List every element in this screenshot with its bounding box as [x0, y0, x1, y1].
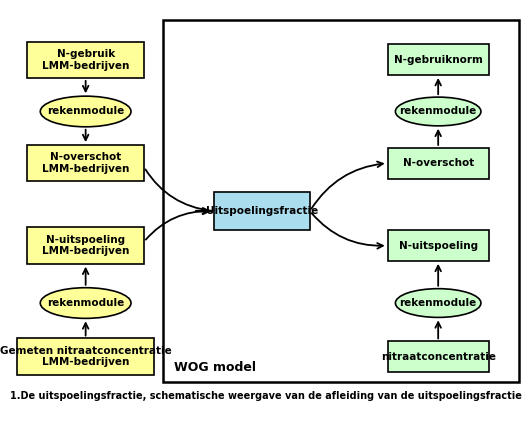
FancyBboxPatch shape	[388, 341, 489, 372]
Text: N-gebruiknorm: N-gebruiknorm	[394, 55, 482, 65]
Text: Uitspoelingsfractie: Uitspoelingsfractie	[206, 206, 318, 216]
Text: N-overschot
LMM-bedrijven: N-overschot LMM-bedrijven	[42, 152, 129, 174]
FancyBboxPatch shape	[388, 148, 489, 179]
Text: rekenmodule: rekenmodule	[399, 298, 477, 308]
Text: nitraatconcentratie: nitraatconcentratie	[381, 352, 496, 362]
Text: N-uitspoeling
LMM-bedrijven: N-uitspoeling LMM-bedrijven	[42, 235, 129, 256]
Text: rekenmodule: rekenmodule	[47, 107, 124, 117]
Text: 1.De uitspoelingsfractie, schematische weergave van de afleiding van de uitspoel: 1.De uitspoelingsfractie, schematische w…	[11, 391, 522, 401]
Text: rekenmodule: rekenmodule	[47, 298, 124, 308]
FancyBboxPatch shape	[17, 338, 154, 375]
Text: N-overschot: N-overschot	[403, 158, 474, 168]
FancyBboxPatch shape	[28, 42, 144, 78]
Ellipse shape	[40, 288, 131, 318]
FancyBboxPatch shape	[388, 230, 489, 261]
FancyBboxPatch shape	[28, 145, 144, 181]
FancyBboxPatch shape	[388, 45, 489, 75]
Ellipse shape	[395, 97, 481, 126]
FancyBboxPatch shape	[28, 227, 144, 264]
Text: N-gebruik
LMM-bedrijven: N-gebruik LMM-bedrijven	[42, 49, 129, 71]
Text: rekenmodule: rekenmodule	[399, 107, 477, 117]
Text: N-uitspoeling: N-uitspoeling	[399, 240, 478, 250]
FancyBboxPatch shape	[214, 192, 310, 230]
Text: WOG model: WOG model	[174, 361, 256, 374]
Text: Gemeten nitraatconcentratie
LMM-bedrijven: Gemeten nitraatconcentratie LMM-bedrijve…	[0, 346, 171, 368]
Bar	[163, 19, 518, 381]
Ellipse shape	[395, 289, 481, 317]
Ellipse shape	[40, 96, 131, 127]
